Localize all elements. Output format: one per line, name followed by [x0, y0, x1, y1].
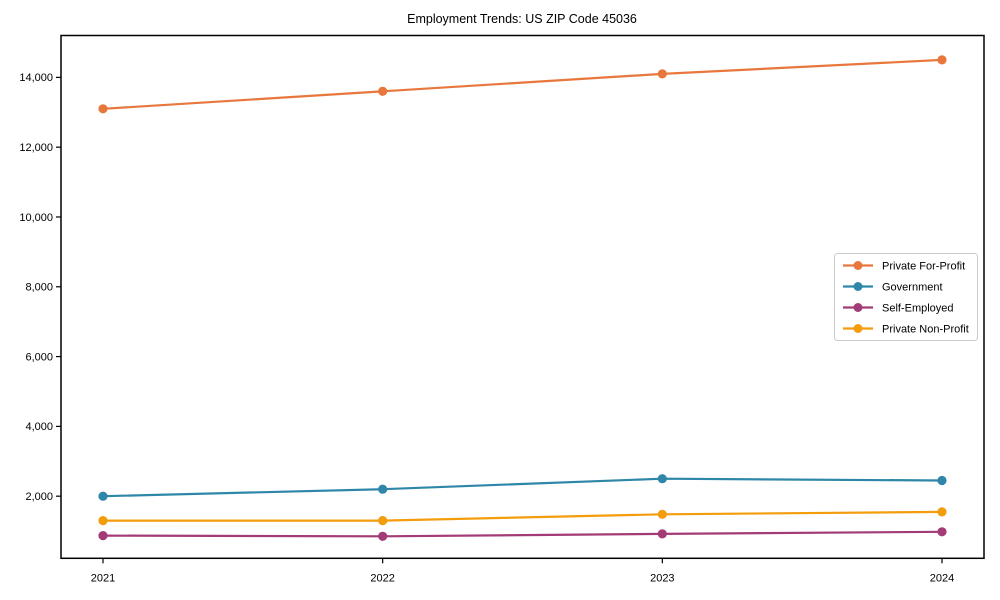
y-tick-label: 10,000: [19, 212, 53, 224]
data-point-self-employed: [657, 529, 667, 539]
x-tick-label: 2022: [370, 572, 394, 584]
series-line-private-for-profit: [102, 58, 943, 110]
chart-title: Employment Trends: US ZIP Code 45036: [407, 12, 637, 26]
legend-label-private-for-profit: Private For-Profit: [882, 260, 965, 272]
data-point-government: [378, 484, 388, 494]
series-line-self-employed: [102, 530, 943, 538]
data-point-government: [937, 475, 947, 486]
data-point-self-employed: [378, 531, 388, 541]
y-tick-label: 2,000: [25, 491, 53, 503]
y-tick-label: 12,000: [19, 142, 53, 154]
data-point-government: [98, 491, 108, 501]
y-tick-label: 4,000: [25, 421, 53, 433]
data-point-government: [657, 474, 667, 484]
data-point-private-non-profit: [657, 509, 667, 519]
data-point-private-for-profit: [98, 104, 108, 114]
series-line-private-non-profit: [103, 510, 943, 522]
axes-frame: [60, 34, 985, 560]
data-point-private-for-profit: [937, 55, 947, 65]
legend-marker-dot-government: [853, 282, 863, 291]
data-point-self-employed: [937, 527, 947, 537]
x-tick-label: 2024: [930, 572, 954, 584]
data-point-private-for-profit: [378, 86, 388, 96]
x-tick-label: 2021: [91, 572, 115, 584]
legend-marker-dot-self-employed: [853, 303, 863, 312]
y-tick-label: 8,000: [25, 282, 53, 294]
y-tick-label: 14,000: [19, 72, 53, 84]
data-point-private-for-profit: [657, 69, 667, 79]
legend-label-self-employed: Self-Employed: [882, 302, 954, 314]
legend-label-government: Government: [882, 281, 943, 293]
legend-marker-dot-private-for-profit: [853, 261, 863, 270]
data-point-private-non-profit: [937, 507, 947, 517]
x-tick-label: 2023: [650, 572, 674, 584]
legend-marker-dot-private-non-profit: [853, 324, 863, 333]
series-line-government: [102, 477, 943, 498]
plot-area: 2,000 4,000 6,000 8,000 10,000 12,000 14,000 20…: [19, 34, 985, 584]
data-point-private-non-profit: [378, 516, 388, 526]
data-point-self-employed: [98, 531, 108, 541]
y-tick-label: 6,000: [25, 351, 53, 363]
data-point-private-non-profit: [98, 516, 108, 526]
legend-box: [834, 253, 978, 341]
legend-label-private-non-profit: Private Non-Profit: [882, 323, 969, 335]
